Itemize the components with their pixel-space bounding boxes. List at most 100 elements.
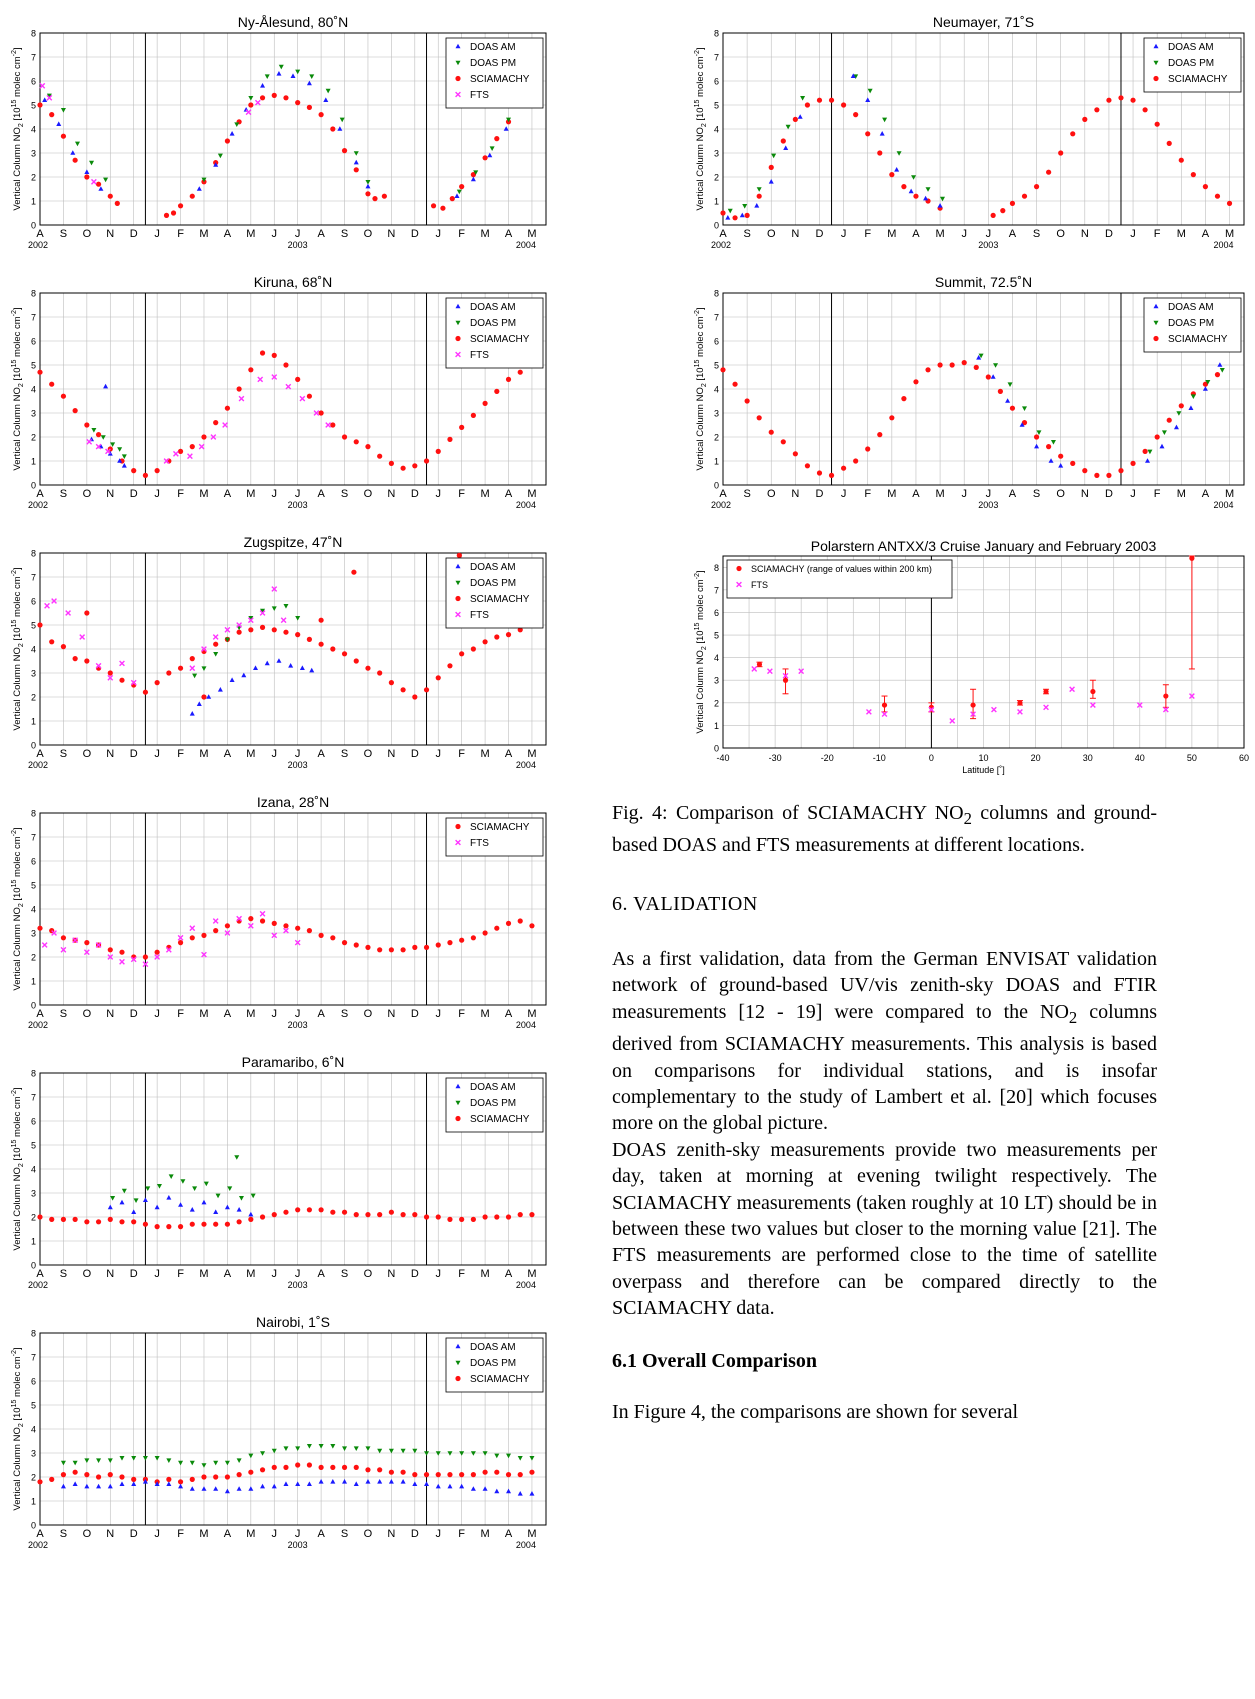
- sciamachy-point: [283, 362, 289, 368]
- doas-am-point: [1019, 422, 1025, 427]
- sciamachy-point: [142, 689, 149, 695]
- x-tick-label: M: [481, 1268, 490, 1280]
- legend-box: [445, 557, 544, 629]
- sciamachy-point: [736, 565, 742, 572]
- x-tick-label: A: [505, 228, 513, 240]
- sciamachy-point: [353, 1464, 359, 1470]
- y-tick-label: 7: [714, 53, 719, 63]
- x-tick-label: A: [317, 488, 325, 500]
- plot-frame: [39, 32, 547, 226]
- fts-point: [236, 915, 243, 922]
- doas-am-point: [290, 73, 296, 78]
- doas-am-point: [306, 80, 312, 86]
- doas-pm-point: [424, 1451, 430, 1456]
- y-tick-label: 0: [31, 1001, 36, 1011]
- sciamachy-point: [372, 196, 378, 202]
- legend-label-doas-am: DOAS AM: [470, 562, 516, 573]
- sciamachy-point: [1130, 460, 1136, 466]
- x-tick-label: M: [246, 228, 255, 240]
- doas-pm-point: [925, 187, 931, 192]
- x-tick-label: A: [36, 488, 44, 500]
- sciamachy-point: [295, 1462, 301, 1468]
- x-tick-label: A: [36, 1268, 44, 1280]
- series-sciamachy: [37, 916, 535, 960]
- y-tick-label: 5: [31, 881, 36, 891]
- doas-pm-point: [785, 124, 791, 130]
- y-axis-label: Vertical Column NO2 [1015 molec cm-2]: [11, 1347, 25, 1510]
- fts-point: [95, 443, 102, 450]
- y-tick-label: 6: [714, 337, 719, 347]
- y-tick-label: 2: [31, 693, 36, 703]
- sciamachy-point: [412, 944, 418, 951]
- x-tick-label: F: [177, 228, 184, 240]
- y-tick-label: 5: [714, 631, 719, 641]
- fts-point: [44, 602, 50, 609]
- doas-am-point: [253, 665, 259, 670]
- doas-am-point: [487, 152, 493, 158]
- doas-am-point: [725, 215, 731, 220]
- doas-am-point: [990, 374, 996, 379]
- y-axis-label: Vertical Column NO2 [1015 molec cm-2]: [11, 47, 25, 210]
- doas-pm-point: [142, 1456, 148, 1461]
- fts-point: [119, 958, 125, 965]
- x-tick-label: F: [864, 228, 871, 240]
- plot-frame: [39, 1332, 547, 1526]
- fts-point: [224, 930, 231, 936]
- x-tick-label: M: [527, 1268, 536, 1280]
- legend-label-doas-pm: DOAS PM: [470, 1098, 516, 1109]
- fts-point: [271, 586, 278, 592]
- x-tick-label: M: [1177, 488, 1186, 500]
- doas-am-point: [213, 1209, 219, 1214]
- sciamachy-point: [1202, 381, 1209, 387]
- x-tick-label: A: [224, 748, 232, 760]
- legend-label-doas-pm: DOAS PM: [1168, 58, 1214, 69]
- series-fts: [41, 910, 301, 968]
- sciamachy-point: [72, 157, 78, 163]
- series-doas-am: [107, 1195, 254, 1217]
- sciamachy-point: [377, 947, 383, 953]
- doas-pm-point: [435, 1451, 441, 1456]
- x-tick-label: S: [60, 1528, 67, 1540]
- year-label: 2003: [978, 500, 998, 510]
- sciamachy-point: [744, 212, 750, 218]
- sciamachy-point: [283, 1464, 289, 1470]
- sciamachy-point: [505, 632, 512, 638]
- y-tick-label: 4: [714, 125, 719, 135]
- y-tick-label: 4: [714, 653, 719, 663]
- x-tick-label: M: [246, 1268, 255, 1280]
- series-fts: [86, 374, 332, 464]
- doas-pm-point: [306, 1444, 312, 1449]
- x-tick-label: 30: [1083, 753, 1093, 763]
- x-tick-label: A: [719, 228, 727, 240]
- x-tick-label: N: [387, 748, 395, 760]
- sciamachy-point: [494, 925, 500, 931]
- series-doas-pm: [91, 428, 127, 459]
- x-tick-label: N: [387, 1008, 395, 1020]
- doas-pm-point: [91, 428, 97, 433]
- doas-pm-point: [283, 1446, 289, 1451]
- doas-pm-point: [201, 666, 207, 671]
- sciamachy-point: [107, 1472, 113, 1478]
- sciamachy-point: [330, 1464, 336, 1470]
- x-tick-label: J: [435, 488, 441, 500]
- doas-pm-point: [131, 1456, 137, 1461]
- sciamachy-point: [482, 1469, 488, 1475]
- series-doas-pm: [60, 1444, 535, 1468]
- chart-summit-72-5-n: A S O N D J F M A M J J A S O N D J F M A M 2002 2003 2004 0 1 2 3 4 5…: [694, 274, 1245, 510]
- series-fts: [751, 666, 1195, 724]
- doas-pm-point: [264, 74, 270, 79]
- y-tick-label: 5: [714, 101, 719, 111]
- series-sciamachy: [720, 360, 1221, 478]
- sciamachy-point: [470, 646, 476, 652]
- doas-am-point: [342, 1479, 348, 1484]
- y-tick-label: 4: [31, 905, 36, 915]
- sciamachy-point: [970, 702, 976, 708]
- fts-point: [86, 438, 93, 445]
- doas-pm-point: [1022, 406, 1028, 411]
- x-tick-label: J: [295, 1528, 301, 1540]
- y-tick-label: 0: [714, 481, 719, 491]
- legend-label-doas-am: DOAS AM: [1168, 42, 1214, 53]
- x-tick-label: M: [935, 488, 944, 500]
- sciamachy-point: [248, 1216, 254, 1222]
- x-tick-label: S: [341, 1268, 348, 1280]
